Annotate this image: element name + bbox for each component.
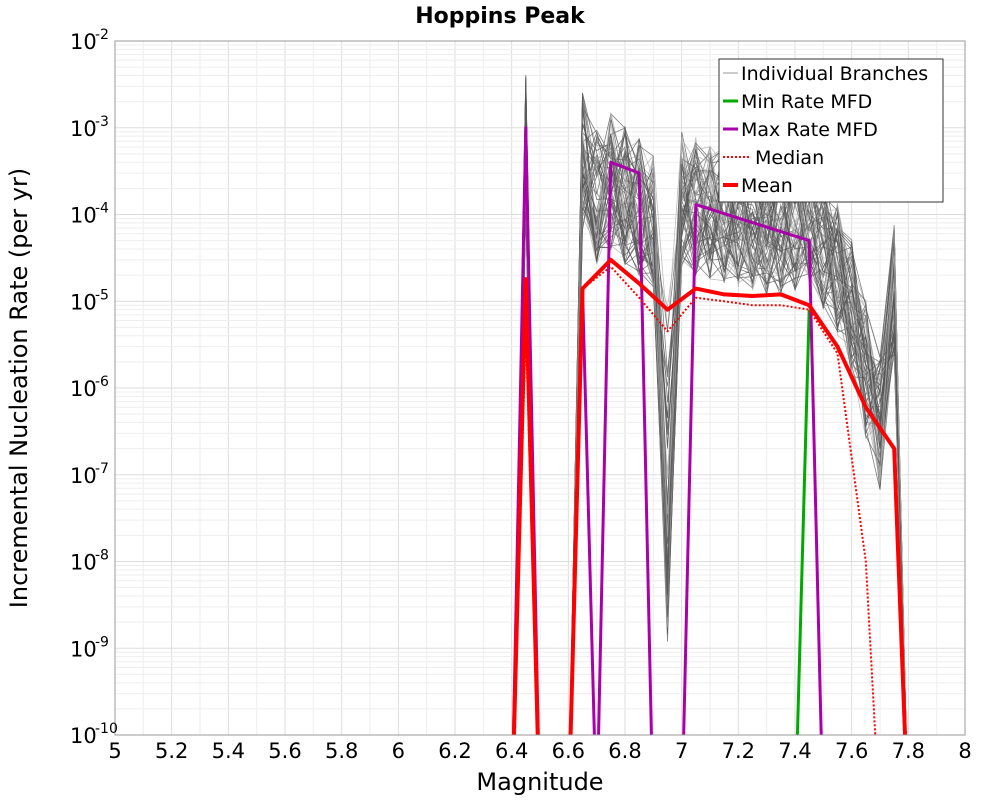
branch-line bbox=[513, 131, 907, 735]
branch-line bbox=[513, 132, 907, 735]
branch-line bbox=[513, 151, 907, 735]
y-tick-label: 10 bbox=[70, 551, 97, 575]
plot-frame bbox=[114, 40, 966, 736]
median-line bbox=[513, 265, 877, 735]
x-tick-label: 6.6 bbox=[552, 739, 585, 763]
legend-label-mean: Mean bbox=[741, 175, 793, 197]
x-tick-label: 5 bbox=[108, 739, 121, 763]
y-tick-label: 10 bbox=[70, 637, 97, 661]
branch-line bbox=[513, 123, 907, 735]
x-tick-label: 5.8 bbox=[325, 739, 358, 763]
y-tick-exponent: -3 bbox=[95, 114, 109, 130]
x-tick-label: 7.8 bbox=[892, 739, 925, 763]
x-tick-label: 8 bbox=[958, 739, 971, 763]
chart-title: Hoppins Peak bbox=[415, 4, 586, 29]
x-tick-label: 7.2 bbox=[722, 739, 755, 763]
y-tick-exponent: -8 bbox=[95, 548, 109, 564]
max-rate-line bbox=[511, 126, 823, 735]
x-axis-label: Magnitude bbox=[476, 768, 603, 796]
branch-line bbox=[513, 102, 907, 735]
y-tick-label: 10 bbox=[70, 377, 97, 401]
y-tick-label: 10 bbox=[70, 204, 97, 228]
y-tick-exponent: -2 bbox=[95, 27, 109, 43]
y-tick-exponent: -9 bbox=[95, 634, 109, 650]
y-tick-exponent: -4 bbox=[95, 201, 109, 217]
x-tick-label: 7 bbox=[675, 739, 688, 763]
branch-line bbox=[513, 145, 907, 735]
x-tick-label: 6.2 bbox=[438, 739, 471, 763]
legend-label-median: Median bbox=[755, 147, 824, 169]
branch-line bbox=[513, 128, 907, 735]
y-tick-label: 10 bbox=[70, 30, 97, 54]
summary-series bbox=[511, 126, 908, 735]
grid bbox=[114, 41, 966, 736]
x-tick-label: 5.6 bbox=[268, 739, 301, 763]
y-tick-exponent: -5 bbox=[95, 287, 109, 303]
x-tick-label: 7.6 bbox=[835, 739, 868, 763]
x-tick-label: 6 bbox=[392, 739, 405, 763]
y-tick-label: 10 bbox=[70, 724, 97, 748]
y-tick-exponent: -7 bbox=[95, 461, 109, 477]
x-tick-label: 5.4 bbox=[212, 739, 245, 763]
legend-label-min-rate: Min Rate MFD bbox=[741, 91, 872, 113]
x-tick-label: 6.8 bbox=[608, 739, 641, 763]
y-tick-label: 10 bbox=[70, 117, 97, 141]
mean-line bbox=[511, 257, 908, 735]
y-tick-exponent: -6 bbox=[95, 374, 109, 390]
x-tick-label: 5.2 bbox=[155, 739, 188, 763]
y-axis-label: Incremental Nucleation Rate (per yr) bbox=[5, 168, 33, 608]
min-rate-line bbox=[795, 309, 811, 735]
legend-label-max-rate: Max Rate MFD bbox=[741, 119, 878, 141]
legend: Individual Branches Min Rate MFD Max Rat… bbox=[718, 58, 944, 203]
y-tick-exponent: -10 bbox=[95, 721, 118, 737]
x-tick-labels: 5 5.2 5.4 5.6 5.8 6 6.2 6.4 6.6 6.8 7 7.2 7.4 7.6 7.8 8 bbox=[108, 739, 971, 763]
y-tick-label: 10 bbox=[70, 290, 97, 314]
branch-lines bbox=[512, 74, 907, 735]
legend-box bbox=[718, 58, 944, 203]
x-tick-label: 6.4 bbox=[495, 739, 528, 763]
branch-line bbox=[513, 126, 907, 735]
y-tick-label: 10 bbox=[70, 464, 97, 488]
legend-label-branches: Individual Branches bbox=[741, 63, 928, 85]
x-tick-label: 7.4 bbox=[778, 739, 811, 763]
branch-line bbox=[513, 156, 907, 735]
